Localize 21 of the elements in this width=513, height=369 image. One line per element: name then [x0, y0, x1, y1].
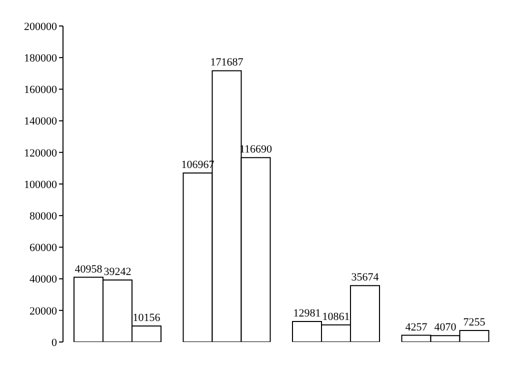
data-label: 10861 — [322, 310, 350, 323]
y-tick-label: 200000 — [24, 20, 58, 33]
data-label: 40958 — [74, 263, 103, 276]
y-tick-label: 140000 — [24, 116, 58, 128]
data-label: 171687 — [210, 56, 244, 69]
y-tick-label: 100000 — [24, 178, 58, 191]
y-tick-label: 40000 — [30, 274, 58, 286]
data-label: 35674 — [351, 272, 380, 284]
data-label: 4070 — [434, 322, 457, 334]
y-tick-label: 80000 — [30, 210, 58, 223]
data-label: 10156 — [132, 312, 161, 324]
y-tick-label: 20000 — [30, 305, 58, 318]
data-label: 12981 — [293, 307, 321, 320]
y-tick-label: 0 — [52, 336, 58, 349]
y-tick-label: 120000 — [24, 147, 58, 160]
y-tick-label: 180000 — [24, 52, 58, 65]
y-tick-label: 160000 — [24, 84, 58, 96]
data-label: 7255 — [463, 316, 486, 329]
data-label: 4257 — [405, 321, 428, 334]
data-label: 39242 — [104, 266, 132, 278]
y-tick-label: 60000 — [30, 242, 58, 254]
